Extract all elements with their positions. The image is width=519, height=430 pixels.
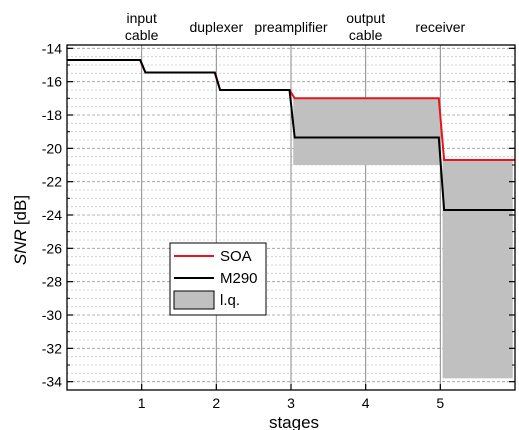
stage-label: preamplifier (254, 19, 327, 35)
y-tick-label: -26 (42, 240, 62, 256)
lq-band (442, 159, 513, 379)
lq-band (293, 97, 441, 165)
stage-label: cable (349, 27, 383, 43)
y-tick-label: -20 (42, 140, 62, 156)
lq-bands (293, 97, 513, 379)
x-tick-labels: 1 2 3 4 5 (138, 395, 445, 411)
x-tick-label: 1 (138, 395, 146, 411)
series-line-m290 (67, 59, 515, 211)
stage-label: cable (125, 27, 159, 43)
y-tick-label: -24 (42, 207, 62, 223)
y-tick-label: -22 (42, 174, 62, 190)
y-tick-label: -32 (42, 340, 62, 356)
y-tick-label: -14 (42, 40, 62, 56)
y-axis-label-unit: [dB] (11, 195, 30, 225)
stage-label: receiver (415, 19, 465, 35)
stage-label: input (126, 10, 156, 26)
axis-ticks (67, 47, 515, 390)
y-tick-label: -28 (42, 274, 62, 290)
y-tick-labels: -14 -16 -18 -20 -22 -24 -26 -28 -30 -32 -34 (42, 40, 62, 389)
y-axis-label-symbol: SNR (11, 229, 30, 265)
stage-label: duplexer (189, 19, 243, 35)
x-tick-label: 3 (287, 395, 295, 411)
legend: SOA M290 l.q. (169, 242, 267, 316)
y-tick-label: -34 (42, 374, 62, 390)
legend-label: M290 (220, 270, 258, 287)
y-tick-label: -30 (42, 307, 62, 323)
legend-label: l.q. (220, 292, 240, 309)
legend-swatch-lq (173, 290, 215, 310)
x-tick-label: 2 (212, 395, 220, 411)
y-tick-label: -16 (42, 74, 62, 90)
x-tick-label: 4 (362, 395, 370, 411)
series-lines (67, 59, 515, 211)
x-tick-label: 5 (436, 395, 444, 411)
y-tick-label: -18 (42, 107, 62, 123)
legend-label: SOA (220, 248, 252, 265)
y-axis-label: SNR [dB] (11, 195, 30, 265)
x-axis-label: stages (269, 413, 319, 430)
stage-label: output (346, 10, 385, 26)
